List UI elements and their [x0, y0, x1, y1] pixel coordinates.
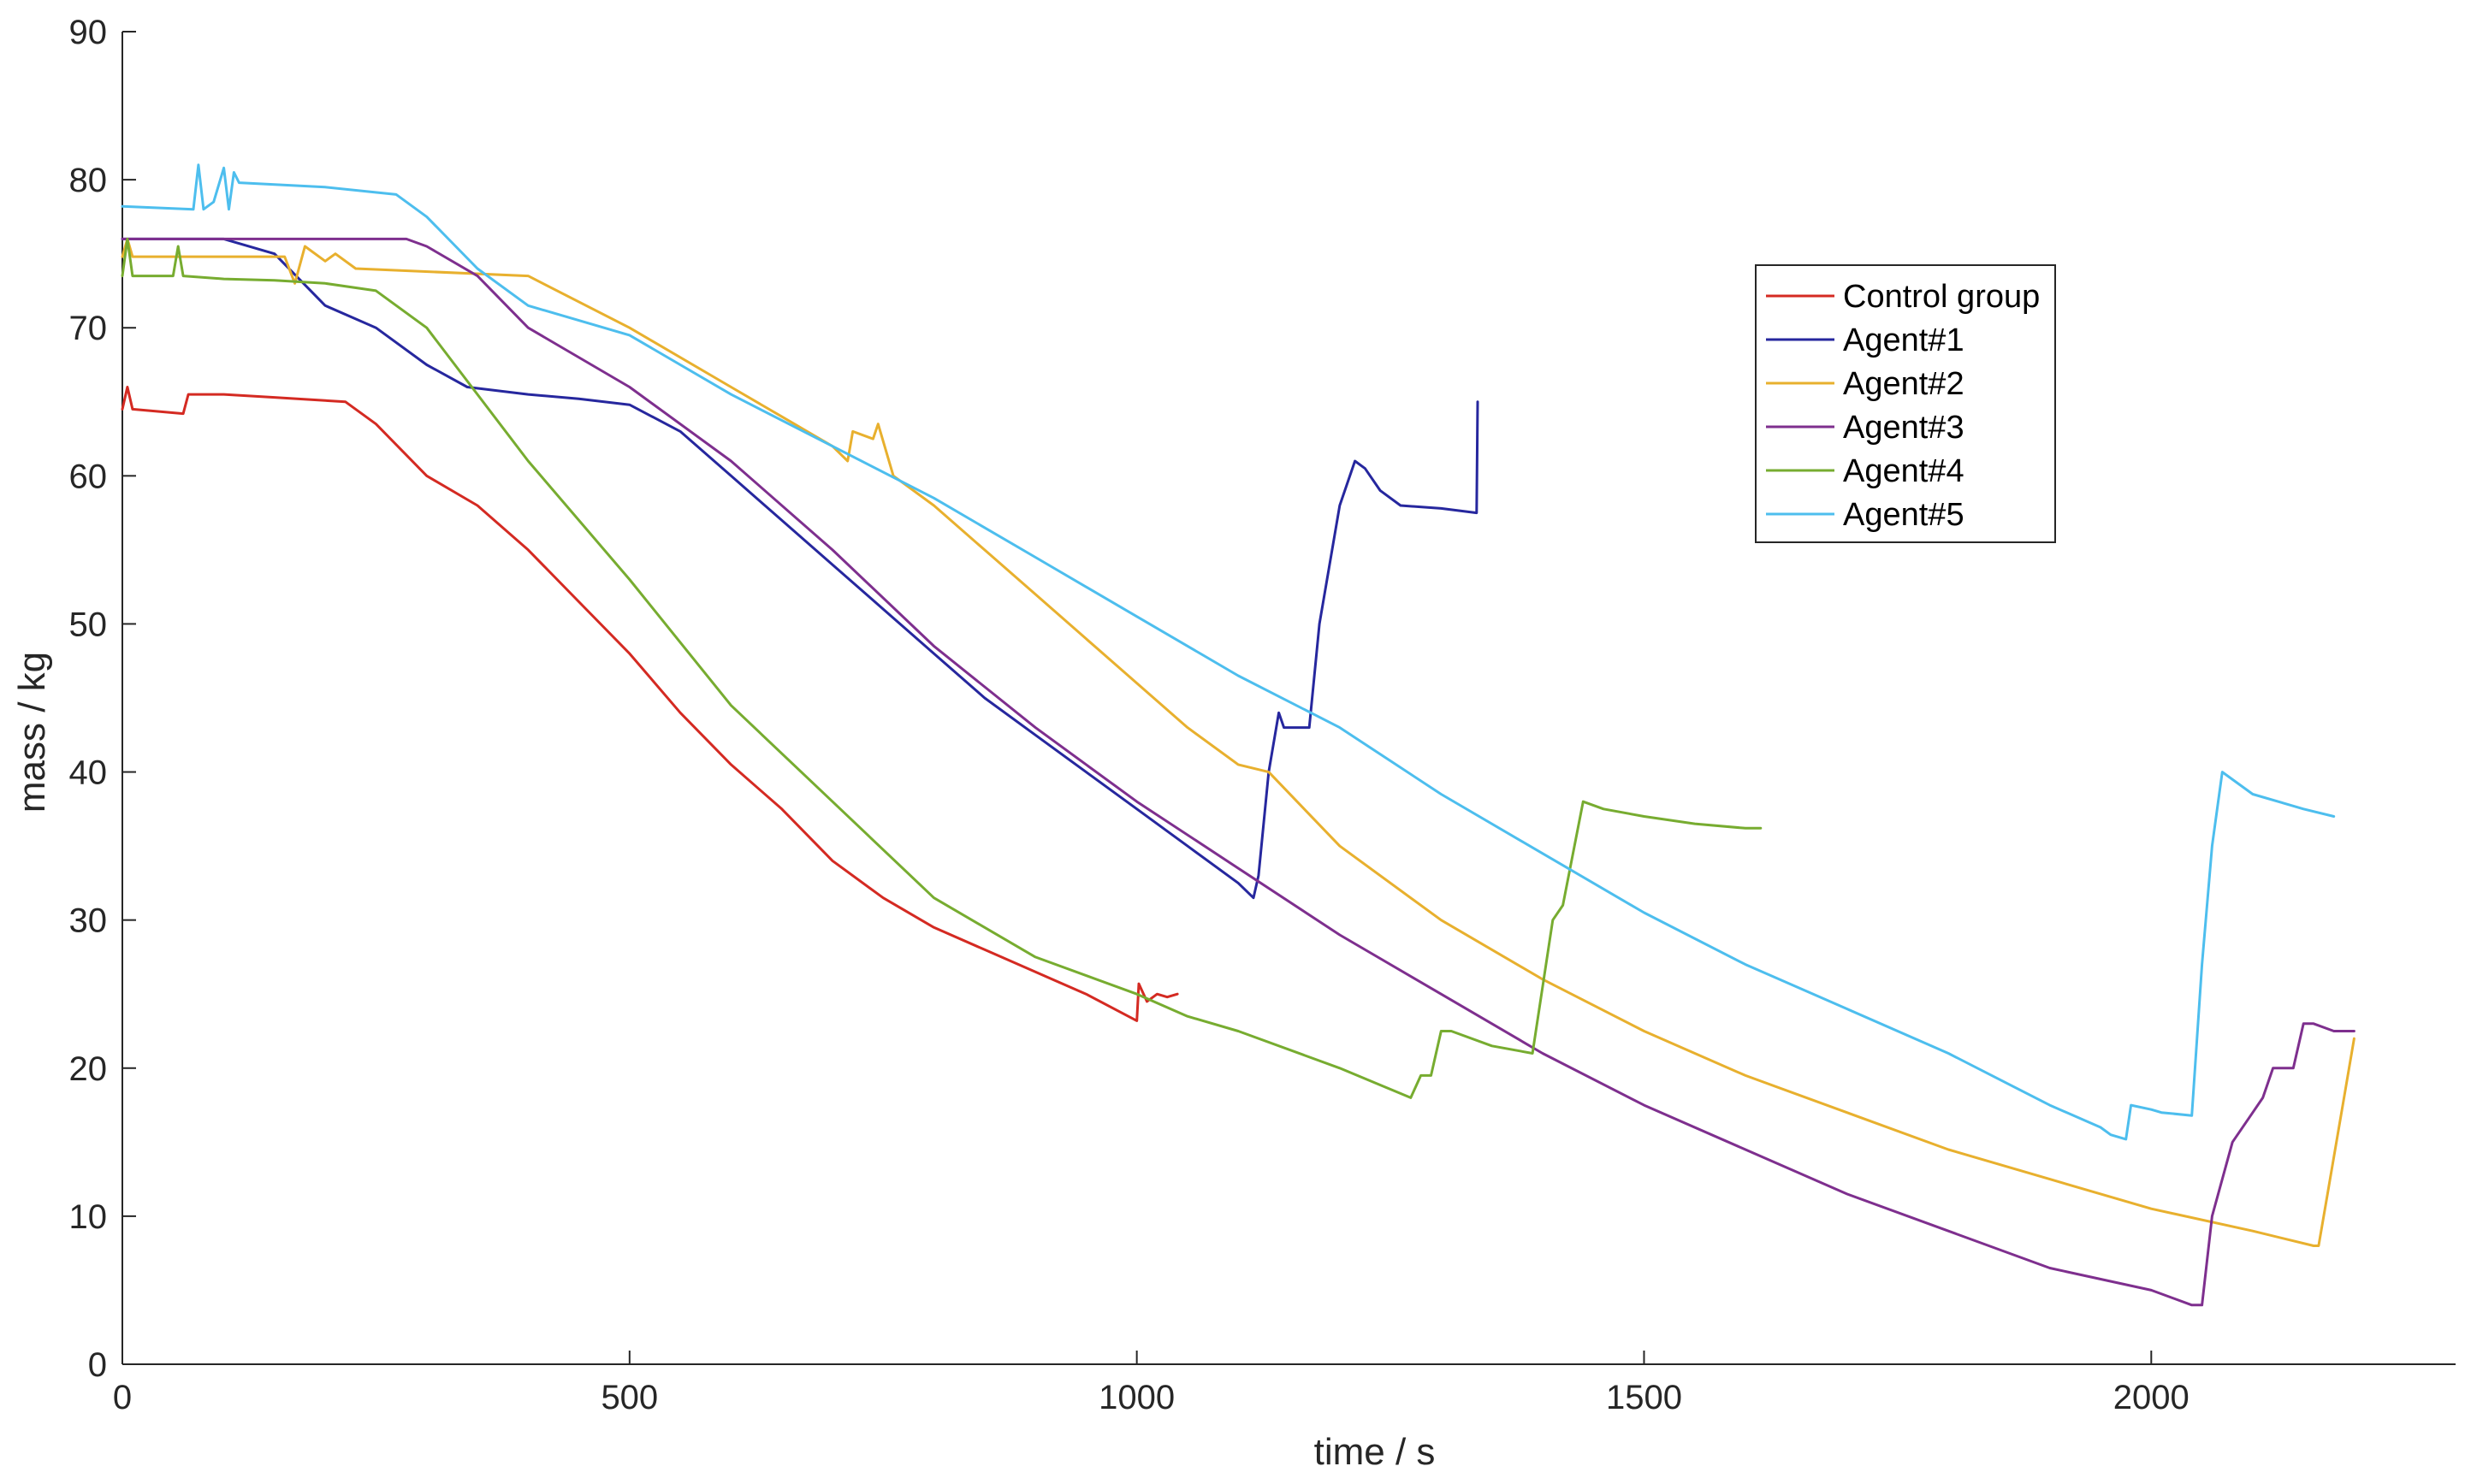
y-tick-label: 50 — [69, 606, 108, 643]
legend-entry: Agent#3 — [1843, 410, 1964, 446]
y-tick-label: 10 — [69, 1198, 108, 1236]
series-line-0 — [121, 386, 1179, 1022]
y-tick-label: 40 — [69, 754, 108, 792]
x-tick-label: 0 — [113, 1379, 132, 1416]
y-tick-label: 70 — [69, 310, 108, 347]
y-tick-label: 0 — [88, 1346, 107, 1384]
legend-box — [1755, 264, 2056, 543]
axes: 0 500 1000 1500 2000 0 10 20 30 40 50 60 70 80 90 — [69, 14, 2456, 1416]
legend-entry: Agent#4 — [1843, 453, 1964, 489]
legend-entry: Agent#2 — [1843, 366, 1964, 402]
y-tick-label: 80 — [69, 162, 108, 199]
legend-entry: Agent#1 — [1843, 322, 1964, 358]
series-line-3 — [121, 237, 2355, 1307]
y-tick-label: 90 — [69, 14, 108, 51]
y-tick-label: 60 — [69, 458, 108, 495]
x-tick-label: 1000 — [1099, 1379, 1175, 1416]
legend-entry: Control group — [1843, 279, 2040, 315]
series-line-4 — [121, 237, 1763, 1099]
y-axis-label: mass / kg — [11, 652, 53, 813]
x-axis-label: time / s — [1314, 1431, 1436, 1473]
x-tick-label: 500 — [601, 1379, 658, 1416]
x-tick-label: 1500 — [1606, 1379, 1682, 1416]
series-line-5 — [121, 163, 2336, 1141]
y-tick-label: 30 — [69, 902, 108, 940]
series-line-1 — [121, 237, 1479, 900]
series-line-2 — [121, 237, 2355, 1247]
legend-entry: Agent#5 — [1843, 497, 1964, 533]
y-tick-label: 20 — [69, 1050, 108, 1088]
legend: Control group Agent#1 Agent#2 Agent#3 Agent#… — [1755, 264, 2056, 543]
series-layer — [121, 163, 2355, 1307]
x-tick-label: 2000 — [2113, 1379, 2190, 1416]
